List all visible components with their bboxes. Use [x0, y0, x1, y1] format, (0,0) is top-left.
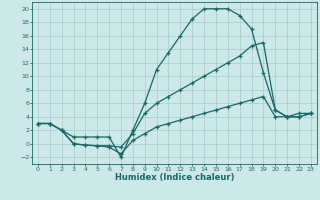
X-axis label: Humidex (Indice chaleur): Humidex (Indice chaleur)	[115, 173, 234, 182]
